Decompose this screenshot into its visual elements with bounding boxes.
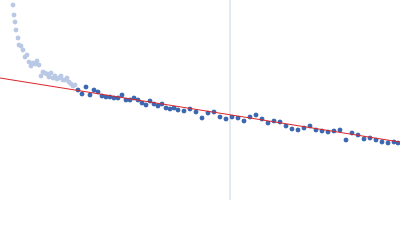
data-point [271, 118, 277, 124]
data-point [295, 127, 301, 133]
data-point [18, 43, 24, 49]
data-point [163, 105, 169, 111]
data-point [361, 136, 367, 142]
data-point [155, 103, 161, 109]
data-point [36, 62, 42, 68]
data-point [241, 118, 247, 124]
data-point [337, 127, 343, 133]
data-point [10, 2, 16, 8]
data-point [175, 107, 181, 113]
data-point [48, 70, 54, 76]
data-point [343, 137, 349, 143]
data-point [103, 94, 109, 100]
data-point [253, 112, 259, 118]
data-point [15, 35, 21, 41]
data-point [11, 12, 17, 18]
data-point [24, 52, 30, 58]
data-point [72, 82, 78, 88]
data-point [26, 59, 32, 65]
data-point [20, 47, 26, 53]
data-point [223, 116, 229, 122]
fit-line [0, 77, 400, 143]
data-point [193, 109, 199, 115]
data-point [38, 73, 44, 79]
data-point [167, 106, 173, 112]
data-point [46, 74, 52, 80]
data-point [265, 120, 271, 126]
data-point [367, 135, 373, 141]
data-point [34, 58, 40, 64]
data-point [83, 84, 89, 90]
data-point [277, 119, 283, 125]
data-point [87, 92, 93, 98]
data-point [91, 87, 97, 93]
data-point [235, 115, 241, 121]
data-point [199, 115, 205, 121]
data-point [12, 19, 18, 25]
data-point [181, 108, 187, 114]
data-point [171, 105, 177, 111]
data-point [79, 91, 85, 97]
data-point [143, 102, 149, 108]
data-point [13, 27, 19, 33]
data-point [289, 126, 295, 132]
chart [0, 0, 400, 200]
data-point [283, 123, 289, 129]
data-point [64, 75, 70, 81]
data-point [217, 114, 223, 120]
data-point [379, 139, 385, 145]
data-point [119, 92, 125, 98]
data-point [58, 73, 64, 79]
data-point [385, 140, 391, 146]
data-point [139, 100, 145, 106]
